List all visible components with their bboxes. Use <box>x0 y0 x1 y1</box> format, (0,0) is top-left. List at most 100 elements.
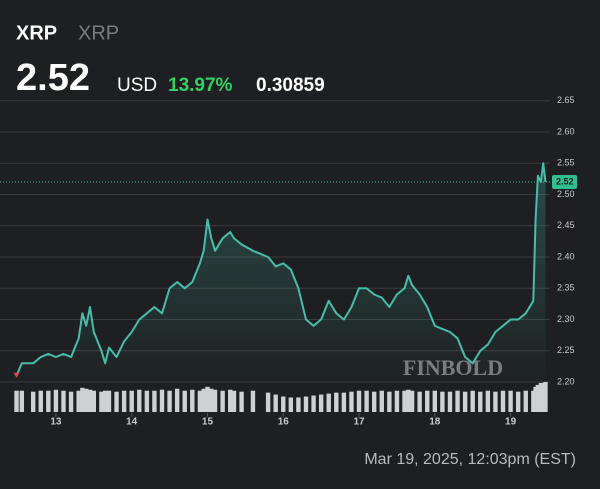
y-tick-label: 2.45 <box>557 220 575 230</box>
volume-bar <box>409 390 415 412</box>
volume-bar <box>326 393 331 412</box>
current-price-label: 2.52 <box>556 176 574 186</box>
volume-bar <box>341 392 347 412</box>
volume-bar <box>296 397 301 412</box>
volume-bar <box>87 389 93 412</box>
volume-bar <box>425 390 430 412</box>
volume-bar <box>394 390 400 412</box>
volume-bar <box>535 384 541 412</box>
start-marker <box>13 372 20 378</box>
volume-bar <box>508 390 513 412</box>
volume-bar <box>121 390 127 412</box>
volume-bar <box>38 390 43 412</box>
volume-bar <box>493 391 498 412</box>
y-tick-label: 2.65 <box>557 95 575 105</box>
y-tick-label: 2.25 <box>557 345 575 355</box>
price: 2.52 <box>16 57 90 99</box>
volume-bar <box>144 390 150 412</box>
volume-bar <box>273 394 278 412</box>
volume-bar <box>402 390 407 412</box>
volume-bar <box>99 391 104 412</box>
y-tick-label: 2.35 <box>557 283 575 293</box>
volume-bar <box>432 390 438 412</box>
price-line <box>15 162 547 377</box>
volume-bar <box>137 389 142 412</box>
plot: 2.20 2.25 2.30 2.35 2.40 2.45 2.50 2.55 2.60 2.65… <box>0 95 577 428</box>
volume-bar <box>80 387 85 412</box>
x-tick-label: 15 <box>202 417 214 428</box>
volume-bar <box>152 390 157 412</box>
volume-bar <box>205 386 210 412</box>
volume-bar <box>470 390 475 412</box>
volume-bar <box>440 391 445 412</box>
volume-bar <box>106 390 112 412</box>
x-tick-label: 17 <box>353 417 365 428</box>
volume-bar <box>91 390 97 412</box>
x-tick-label: 14 <box>126 417 138 428</box>
volume-bar <box>84 388 89 412</box>
volume-bar <box>485 390 491 412</box>
volume-bar <box>68 391 74 412</box>
volume-bar <box>231 390 237 412</box>
volume-bar <box>543 382 548 412</box>
change-percent: 13.97% <box>168 75 233 96</box>
currency: USD <box>117 75 157 96</box>
volume-bar <box>182 390 187 412</box>
volume-bar <box>19 390 25 412</box>
y-tick-label: 2.50 <box>557 189 575 199</box>
current-price-tag <box>552 175 577 189</box>
volume-bar <box>523 390 528 412</box>
volume-bar <box>364 390 369 412</box>
volume-bar <box>281 396 286 412</box>
volume-bar <box>334 392 339 412</box>
x-tick-label: 19 <box>505 417 517 428</box>
volume-bar <box>356 390 362 412</box>
volume-bar <box>462 391 468 412</box>
volume-bar <box>538 382 544 412</box>
volume-bar <box>531 390 536 412</box>
y-tick-label: 2.20 <box>557 376 575 386</box>
volume-bar <box>455 390 460 412</box>
volume-bar <box>515 391 521 412</box>
volume-bar <box>76 390 81 412</box>
area <box>16 163 546 382</box>
volume-bar <box>46 390 51 412</box>
volume-bar <box>303 396 309 412</box>
y-tick-label: 2.40 <box>557 251 575 261</box>
volume-bar <box>167 390 172 412</box>
volume-bar <box>417 391 422 412</box>
y-tick-label: 2.55 <box>557 158 575 168</box>
volume-bar <box>250 390 256 412</box>
volume-bar <box>197 390 203 412</box>
volume-bar <box>190 389 195 412</box>
volume-bar <box>265 392 271 412</box>
y-tick-label: 2.60 <box>557 126 575 136</box>
volume-bar <box>212 389 218 412</box>
volume-bar <box>533 386 538 412</box>
volume-bar <box>220 390 225 412</box>
volume-bar <box>102 390 108 412</box>
watermark: FINBOLD <box>403 355 503 380</box>
subtitle: XRP <box>78 22 119 44</box>
volume-bar <box>129 390 134 412</box>
volume-bar <box>228 389 233 412</box>
volume-bar <box>311 395 316 412</box>
volume-bar <box>114 391 119 412</box>
volume-bar <box>239 391 244 412</box>
volume-bar <box>61 390 66 412</box>
volume-bar <box>318 394 324 412</box>
volume-bar <box>406 389 411 412</box>
y-tick-label: 2.30 <box>557 314 575 324</box>
title: XRP <box>16 22 57 44</box>
volume-bar <box>447 391 453 412</box>
change: 0.30859 <box>256 75 325 96</box>
volume-bar <box>379 390 384 412</box>
volume-bar <box>209 388 214 412</box>
volume-bar <box>159 389 165 412</box>
volume-bar <box>53 389 59 412</box>
x-tick-label: 13 <box>50 417 62 428</box>
volume-bar <box>387 391 392 412</box>
volume-bar <box>288 397 294 412</box>
volume-bar <box>478 391 483 412</box>
